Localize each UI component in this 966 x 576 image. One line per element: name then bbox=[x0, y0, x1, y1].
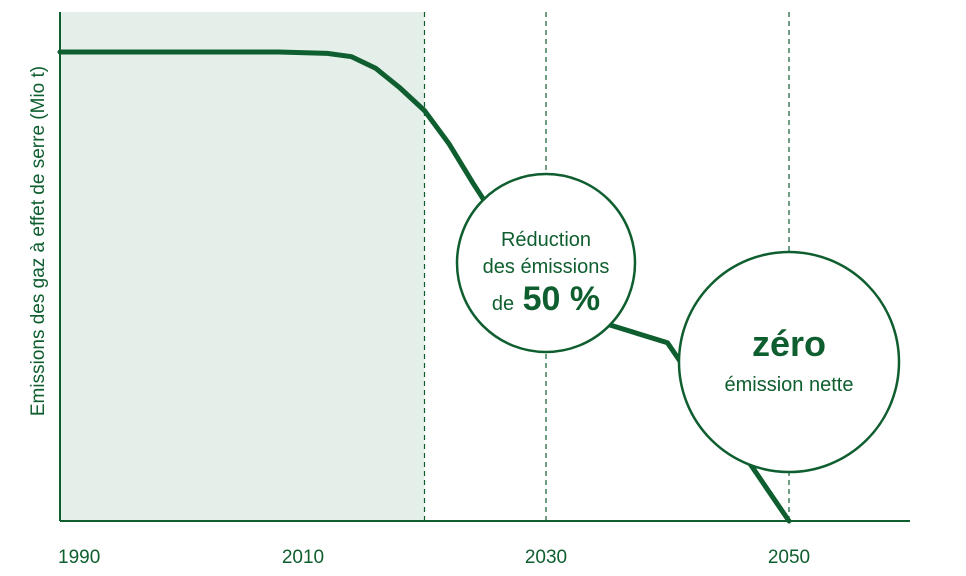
annotation-emphasis-zero: zéro bbox=[752, 323, 826, 364]
annotation-50-percent: Réduction des émissions de 50 % bbox=[455, 172, 637, 354]
x-tick-label-2030: 2030 bbox=[525, 547, 567, 568]
x-tick-labels: 1990 2010 2030 2050 bbox=[58, 547, 810, 568]
x-tick-label-2010: 2010 bbox=[282, 547, 324, 568]
annotation-zero: zéro émission nette bbox=[677, 250, 901, 474]
x-tick-label-1990: 1990 bbox=[58, 547, 100, 568]
x-tick-label-2050: 2050 bbox=[768, 547, 810, 568]
annotation-emphasis-50: 50 % bbox=[523, 280, 601, 318]
annotation-caption-zero: émission nette bbox=[725, 374, 854, 396]
annotation-circle-zero bbox=[677, 250, 901, 474]
annotation-line-2: des émissions bbox=[483, 256, 610, 278]
annotation-line-1: Réduction bbox=[501, 229, 591, 251]
annotation-circle-50-percent bbox=[455, 172, 637, 354]
y-axis-title: Emissions des gaz à effet de serre (Mio … bbox=[28, 66, 49, 416]
annotation-prefix: de bbox=[492, 293, 514, 315]
annotation-line-3: de 50 % bbox=[492, 280, 600, 318]
historical-shaded-area bbox=[60, 12, 425, 521]
